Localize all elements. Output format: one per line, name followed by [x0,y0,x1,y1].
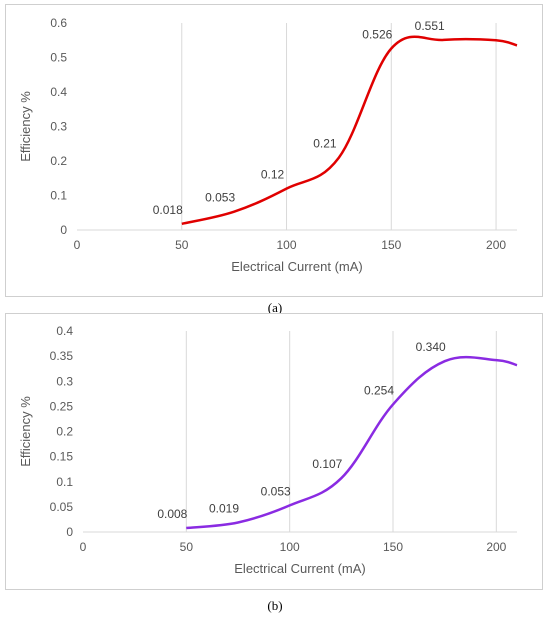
chart-a-data-label: 0.551 [415,19,445,33]
chart-b-ytick-label: 0.15 [50,450,74,464]
chart-b-ytick-label: 0.4 [56,324,73,338]
chart-b-ytick-label: 0.2 [56,425,73,439]
chart-b-xtick-label: 150 [383,540,403,554]
chart-a-ytick-label: 0.5 [50,51,67,65]
chart-b-xtick-label: 200 [486,540,506,554]
chart-a-x-axis-title: Electrical Current (mA) [231,259,362,274]
chart-a-data-label: 0.526 [362,28,392,42]
chart-a-ytick-label: 0.2 [50,154,67,168]
chart-a-data-label: 0.21 [313,137,337,151]
caption-b: (b) [267,598,283,613]
chart-b-ytick-label: 0.05 [50,500,74,514]
chart-a-ytick-label: 0.1 [50,189,67,203]
chart-b-data-label: 0.254 [364,383,394,397]
chart-a-ytick-label: 0.6 [50,16,67,30]
chart-panel-a: 0 50 100 150 200 0 0.1 0.2 0.3 0.4 0.5 0.6 Electrica… [5,4,543,297]
chart-b-ytick-label: 0 [66,525,73,539]
chart-b-ytick-label: 0.3 [56,374,73,388]
chart-b-xtick-label: 0 [80,540,87,554]
chart-b-data-label: 0.008 [157,507,187,521]
chart-b-ytick-label: 0.1 [56,475,73,489]
chart-a-ytick-label: 0.4 [50,85,67,99]
chart-b-ytick-label: 0.25 [50,399,74,413]
chart-a-y-axis-title: Efficiency % [18,91,33,162]
chart-a-data-label: 0.018 [153,203,183,217]
chart-b-data-label: 0.107 [312,457,342,471]
chart-a-xtick-label: 150 [381,238,401,252]
chart-b-data-label: 0.053 [261,484,291,498]
chart-a-series-line [181,35,518,226]
chart-a-xtick-label: 200 [486,238,506,252]
chart-b-x-axis-title: Electrical Current (mA) [234,561,365,576]
chart-a-data-label: 0.12 [261,168,285,182]
chart-b-ytick-label: 0.35 [50,349,74,363]
chart-a-xtick-label: 50 [175,238,189,252]
chart-a-ytick-label: 0.3 [50,120,67,134]
chart-b-data-label: 0.340 [416,340,446,354]
chart-a-xtick-label: 0 [74,238,81,252]
chart-b-y-axis-title: Efficiency % [18,396,33,467]
chart-b-series-line [186,355,518,530]
chart-a-xtick-label: 100 [277,238,297,252]
chart-b-xtick-label: 100 [280,540,300,554]
chart-a-svg: 0 50 100 150 200 0 0.1 0.2 0.3 0.4 0.5 0.6 Electrica… [18,16,518,274]
caption-a: (a) [267,300,283,315]
chart-a-data-label: 0.053 [205,191,235,205]
chart-b-svg: 0 50 100 150 200 0 0.05 0.1 0.15 0.2 0.25 0.3 0.35 0.… [18,324,518,576]
chart-a-ytick-label: 0 [60,223,67,237]
chart-b-data-label: 0.019 [209,501,239,515]
chart-b-xtick-label: 50 [180,540,194,554]
chart-panel-b: 0 50 100 150 200 0 0.05 0.1 0.15 0.2 0.25 0.3 0.35 0.… [5,313,543,590]
